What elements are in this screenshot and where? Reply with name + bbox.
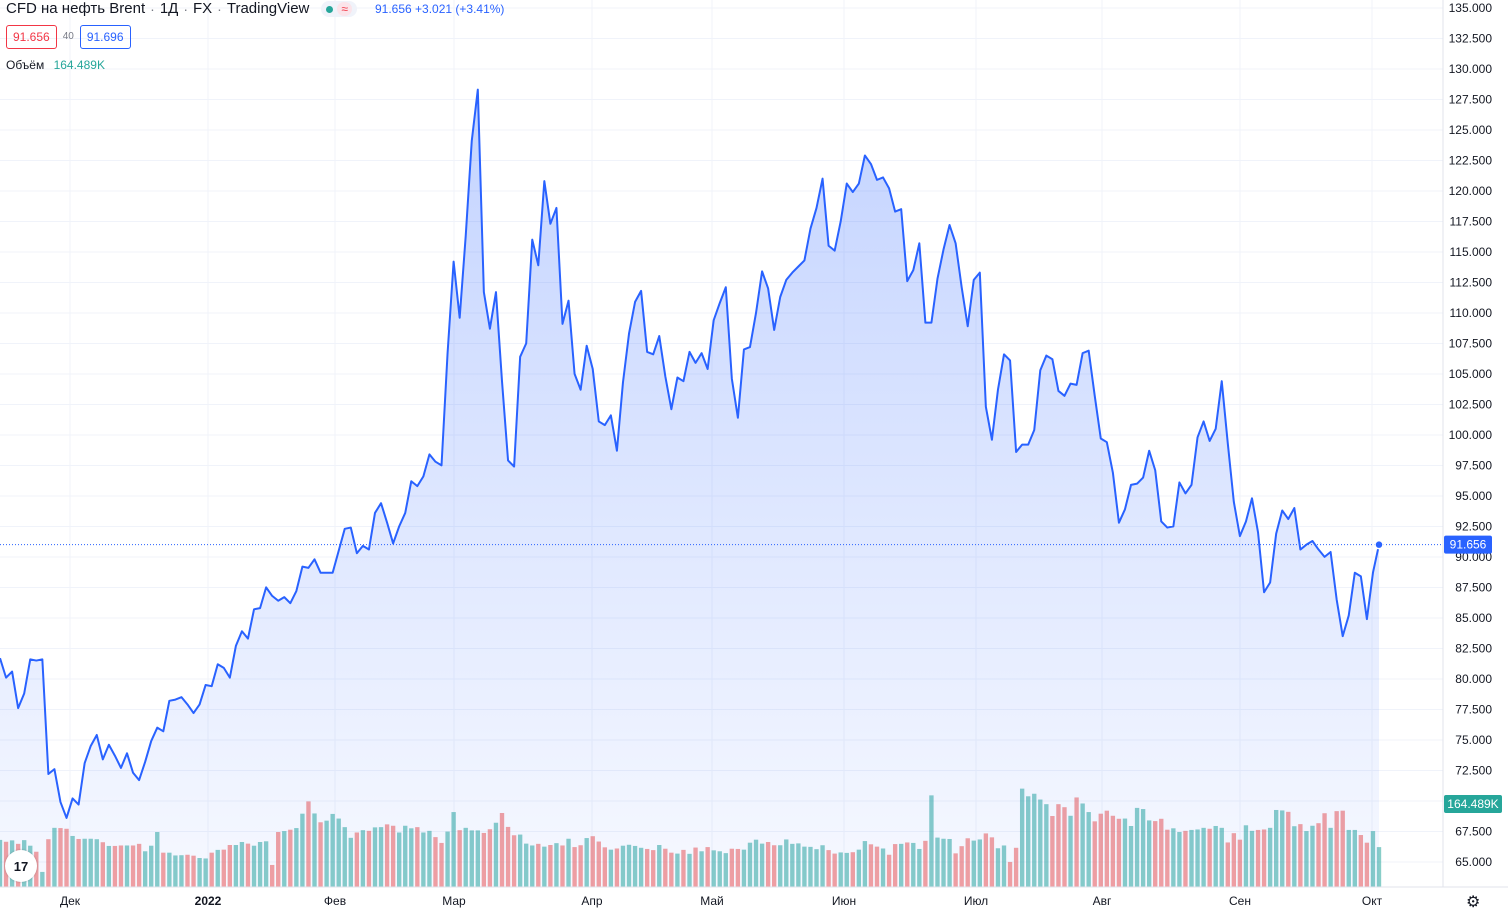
last-point — [1374, 539, 1384, 550]
x-tick-label: Фев — [324, 894, 346, 908]
price-area-fill — [0, 89, 1379, 888]
x-tick-label: Сен — [1229, 894, 1251, 908]
buy-price-button[interactable]: 91.696 — [79, 25, 131, 49]
y-tick-label: 80.000 — [1455, 672, 1492, 686]
last-volume-label: 164.489K — [1447, 797, 1498, 811]
x-tick-label: Июл — [964, 894, 988, 908]
market-status[interactable]: ≈ — [321, 1, 357, 17]
price-scale[interactable]: 65.00067.50070.00072.50075.00077.50080.0… — [1449, 1, 1493, 869]
chart-legend: CFD на нефть Brent · 1Д · FX · TradingVi… — [6, 0, 505, 72]
price-area — [0, 88, 1380, 888]
y-tick-label: 117.500 — [1450, 215, 1493, 229]
x-tick-label: Дек — [60, 894, 81, 908]
y-tick-label: 92.500 — [1455, 520, 1492, 534]
symbol-title[interactable]: CFD на нефть Brent — [6, 0, 146, 17]
spread-value: 40 — [62, 31, 74, 42]
y-tick-label: 130.000 — [1449, 62, 1493, 76]
y-tick-label: 107.500 — [1449, 337, 1493, 351]
y-tick-label: 85.000 — [1455, 611, 1492, 625]
y-tick-label: 135.000 — [1449, 1, 1493, 15]
volume-value: 164.489K — [53, 58, 105, 72]
last-volume-tag — [1444, 795, 1502, 813]
last-price-marker: 91.656 164.489K — [0, 535, 1502, 813]
y-tick-label: 112.500 — [1450, 276, 1493, 290]
volume-label: Объём — [6, 58, 45, 72]
y-tick-label: 77.500 — [1455, 703, 1492, 717]
y-tick-label: 125.000 — [1449, 123, 1493, 137]
interval-label[interactable]: 1Д — [159, 0, 179, 17]
x-tick-label: Май — [700, 894, 724, 908]
last-price-label: 91.656 — [1450, 538, 1487, 552]
separator: · — [150, 1, 155, 17]
sell-price-button[interactable]: 91.656 — [6, 25, 57, 49]
x-tick-label: 2022 — [195, 894, 222, 908]
y-tick-label: 105.000 — [1449, 367, 1493, 381]
x-tick-label: Июн — [832, 894, 856, 908]
y-tick-label: 95.000 — [1455, 489, 1492, 503]
last-price-info: 91.656 +3.021 (+3.41%) — [374, 2, 505, 16]
y-tick-label: 65.000 — [1455, 855, 1492, 869]
y-tick-label: 127.500 — [1449, 93, 1493, 107]
y-tick-label: 120.000 — [1449, 184, 1493, 198]
y-tick-label: 72.500 — [1455, 764, 1492, 778]
separator: · — [183, 1, 188, 17]
x-tick-label: Апр — [581, 894, 603, 908]
tradingview-logo-icon[interactable]: 17 — [5, 850, 37, 882]
y-tick-label: 100.000 — [1449, 428, 1493, 442]
y-tick-label: 122.500 — [1449, 154, 1493, 168]
gear-icon[interactable]: ⚙ — [1466, 894, 1481, 911]
y-tick-label: 102.500 — [1449, 398, 1493, 412]
y-tick-label: 75.000 — [1455, 733, 1492, 747]
provider-label: TradingView — [226, 0, 310, 17]
last-price-tag — [1444, 535, 1492, 554]
y-tick-label: 115.000 — [1450, 245, 1493, 259]
separator: · — [217, 1, 222, 17]
exchange-label: FX — [193, 0, 213, 17]
y-tick-label: 110.000 — [1450, 306, 1493, 320]
time-scale[interactable]: Дек 2022 Фев Мар Апр Май Июн Июл Авг Сен Окт — [60, 894, 1383, 908]
market-status-dot-icon — [326, 5, 334, 13]
x-tick-label: Окт — [1362, 894, 1383, 908]
y-tick-label: 82.500 — [1455, 642, 1492, 656]
y-tick-label: 67.500 — [1455, 825, 1492, 839]
x-tick-label: Мар — [442, 894, 466, 908]
y-tick-label: 87.500 — [1455, 581, 1492, 595]
delay-icon: ≈ — [337, 2, 352, 16]
price-line — [0, 88, 1380, 819]
x-tick-label: Авг — [1093, 894, 1112, 908]
y-tick-label: 132.500 — [1449, 32, 1493, 46]
y-tick-label: 97.500 — [1455, 459, 1492, 473]
